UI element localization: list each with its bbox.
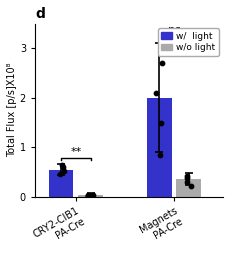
Text: ns: ns [167,25,180,35]
Bar [146,98,171,197]
Bar [176,179,200,197]
Point [184,174,188,178]
Point [61,165,64,169]
Text: d: d [35,7,45,21]
Point [58,172,62,177]
Bar [78,195,102,197]
Point [184,180,188,184]
Text: **: ** [70,147,81,157]
Point [62,169,66,173]
Point [188,184,192,188]
Point [158,121,162,125]
Y-axis label: Total Flux [p/s]X10⁸: Total Flux [p/s]X10⁸ [7,63,17,157]
Point [157,153,161,157]
Point [160,61,164,65]
Point [86,194,90,198]
Bar [49,170,73,197]
Point [184,176,188,180]
Point [86,194,90,198]
Point [85,193,89,197]
Point [91,193,94,197]
Legend: w/  light, w/o light: w/ light, w/o light [157,28,218,56]
Point [154,91,157,95]
Point [60,162,63,167]
